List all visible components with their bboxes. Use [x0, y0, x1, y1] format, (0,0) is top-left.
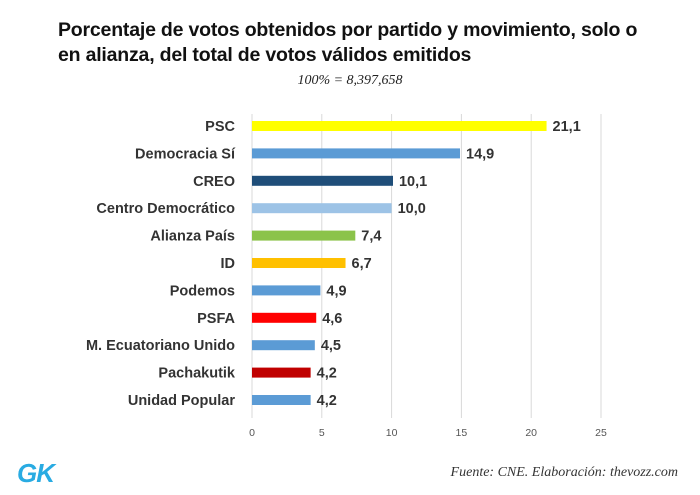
category-label: PSC	[205, 119, 235, 135]
bar-5	[252, 258, 346, 268]
category-label: CREO	[193, 174, 235, 190]
value-label: 4,5	[321, 338, 341, 354]
category-label: Podemos	[170, 283, 235, 299]
bar-0	[252, 121, 547, 131]
value-label: 4,2	[317, 393, 337, 409]
category-label: Unidad Popular	[128, 393, 236, 409]
category-label: PSFA	[197, 311, 235, 327]
labels: 0 5 10 15 20 25 PSC 21,1 Democracia Sí 14,9 CREO 10…	[86, 119, 607, 439]
value-label: 21,1	[553, 119, 581, 135]
bar-2	[252, 175, 393, 186]
bar-8	[252, 340, 315, 351]
chart-title: Porcentaje de votos obtenidos por partid…	[58, 19, 638, 66]
value-label: 10,0	[398, 201, 426, 217]
category-label: M. Ecuatoriano Unido	[86, 338, 235, 354]
category-label: ID	[221, 256, 236, 272]
value-label: 10,1	[399, 174, 427, 190]
bar-9	[252, 367, 311, 378]
value-label: 14,9	[466, 146, 494, 162]
chart-subtitle: 100% = 8,397,658	[297, 73, 403, 88]
value-label: 4,6	[322, 311, 342, 327]
category-label: Pachakutik	[158, 366, 235, 382]
value-label: 7,4	[361, 229, 381, 245]
x-tick-label: 5	[319, 427, 325, 439]
value-label: 4,9	[326, 283, 346, 299]
category-label: Alianza País	[150, 229, 235, 245]
bar-3	[252, 203, 392, 214]
bar-10	[252, 395, 311, 405]
category-label: Centro Democrático	[96, 201, 235, 217]
bar-6	[252, 285, 321, 296]
x-tick-label: 15	[456, 427, 468, 439]
x-tick-label: 0	[249, 427, 255, 439]
x-tick-label: 20	[525, 427, 537, 439]
bars	[252, 121, 547, 405]
category-label: Democracia Sí	[135, 146, 236, 162]
x-tick-label: 25	[595, 427, 607, 439]
source-credit: Fuente: CNE. Elaboración: thevozz.com	[450, 465, 678, 480]
value-label: 4,2	[317, 366, 337, 382]
value-label: 6,7	[352, 256, 372, 272]
bar-1	[252, 148, 461, 159]
x-tick-label: 10	[386, 427, 398, 439]
bar-7	[252, 312, 317, 323]
bar-4	[252, 230, 356, 241]
gk-logo: GK	[17, 458, 55, 488]
